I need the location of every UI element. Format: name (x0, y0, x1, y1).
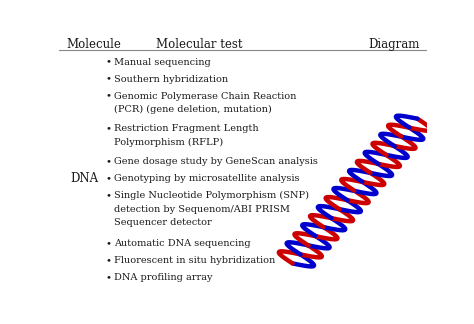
Text: •: • (106, 191, 112, 200)
Text: DNA profiling array: DNA profiling array (114, 273, 212, 282)
Text: Molecule: Molecule (66, 38, 121, 51)
Text: Manual sequencing: Manual sequencing (114, 58, 210, 67)
Text: Single Nucleotide Polymorphism (SNP): Single Nucleotide Polymorphism (SNP) (114, 191, 309, 200)
Text: DNA: DNA (70, 172, 99, 185)
Text: •: • (106, 157, 112, 166)
Text: detection by Sequenom/ABI PRISM: detection by Sequenom/ABI PRISM (114, 205, 290, 214)
Text: •: • (106, 239, 112, 248)
Text: Polymorphism (RFLP): Polymorphism (RFLP) (114, 138, 223, 147)
Text: Restriction Fragment Length: Restriction Fragment Length (114, 124, 258, 133)
Text: Southern hybridization: Southern hybridization (114, 75, 228, 84)
Text: Diagram: Diagram (368, 38, 419, 51)
Text: •: • (106, 256, 112, 265)
Text: Automatic DNA sequencing: Automatic DNA sequencing (114, 239, 250, 248)
Text: Sequencer detector: Sequencer detector (114, 218, 211, 227)
Text: Fluorescent in situ hybridization: Fluorescent in situ hybridization (114, 256, 275, 265)
Text: •: • (106, 58, 112, 67)
Text: •: • (106, 75, 112, 84)
Text: Gene dosage study by GeneScan analysis: Gene dosage study by GeneScan analysis (114, 157, 318, 166)
Text: (PCR) (gene deletion, mutation): (PCR) (gene deletion, mutation) (114, 105, 272, 114)
Text: Genotyping by microsatellite analysis: Genotyping by microsatellite analysis (114, 174, 299, 183)
Text: •: • (106, 174, 112, 183)
Text: Genomic Polymerase Chain Reaction: Genomic Polymerase Chain Reaction (114, 91, 296, 100)
Text: •: • (106, 124, 112, 133)
Text: •: • (106, 91, 112, 100)
Text: •: • (106, 273, 112, 282)
Text: Molecular test: Molecular test (155, 38, 242, 51)
